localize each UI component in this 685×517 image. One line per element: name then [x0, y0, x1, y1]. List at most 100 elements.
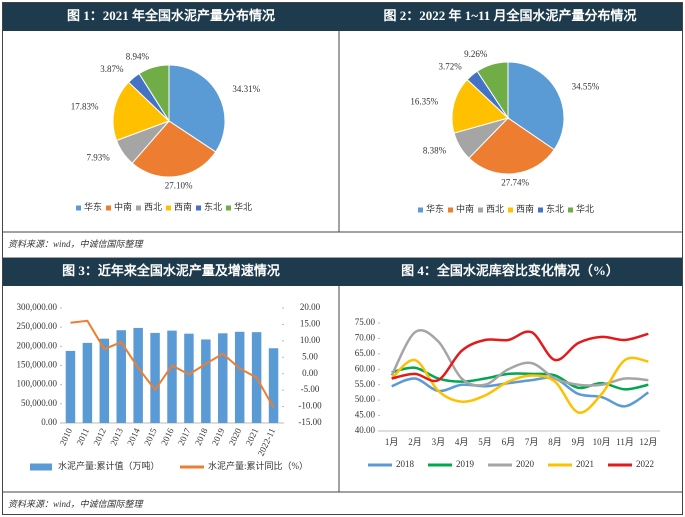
x-tick-label: 2017 [176, 426, 193, 447]
y-tick-label: 0.00 [41, 417, 57, 427]
header-bar [339, 3, 682, 31]
data-label: 8.38% [423, 146, 447, 156]
legend-label: 水泥产量:累计同比（%） [208, 460, 308, 471]
x-tick-label: 7月 [525, 437, 539, 447]
pie-slice [451, 78, 509, 134]
data-label: 16.35% [410, 96, 438, 106]
legend-swatch [196, 205, 201, 211]
y-tick-label: 250,000.00 [17, 321, 58, 331]
y2-tick-label: 10.00 [300, 335, 321, 345]
legend-label: 西南 [174, 201, 192, 212]
y-tick-label: 40.00 [355, 425, 376, 435]
x-tick-label: 11月 [616, 437, 634, 447]
x-tick-label: 8月 [548, 437, 562, 447]
x-tick-label: 2010 [57, 426, 74, 447]
legend-swatch [136, 205, 141, 211]
y-tick-label: 55.00 [355, 379, 376, 389]
x-tick-label: 2月 [408, 437, 422, 447]
x-tick-label: 9月 [572, 437, 586, 447]
legend-label: 东北 [546, 203, 564, 214]
y-tick-label: 50,000.00 [21, 398, 58, 408]
line-series [390, 328, 649, 387]
y-tick-label: 45.00 [355, 410, 376, 420]
legend-label: 中南 [114, 201, 132, 212]
data-label: 17.83% [71, 102, 99, 112]
x-tick-label: 2014 [125, 426, 142, 447]
legend-label: 2020 [516, 459, 535, 469]
source-note: 资料来源：wind，中诚信国际整理 [8, 499, 145, 509]
x-tick-label: 2011 [75, 426, 92, 446]
x-tick-label: 10月 [593, 437, 611, 447]
legend-swatch [418, 207, 423, 213]
bar [218, 333, 228, 423]
bar [99, 338, 110, 423]
legend-swatch [226, 205, 231, 211]
legend-label: 中南 [456, 203, 474, 214]
data-label: 9.26% [464, 49, 488, 59]
x-tick-label: 2020 [227, 426, 244, 447]
legend-label: 西北 [486, 204, 504, 214]
legend-swatch [478, 207, 483, 213]
y2-tick-label: -10.00 [298, 401, 322, 411]
pie-slice [468, 117, 555, 175]
x-tick-label: 5月 [478, 437, 492, 447]
x-tick-label: 6月 [502, 437, 516, 447]
y-tick-label: 70.00 [355, 332, 376, 342]
x-tick-label: 2019 [210, 426, 227, 447]
pie-slice [112, 81, 170, 142]
y2-tick-label: 20.00 [300, 302, 321, 312]
bar [268, 348, 279, 423]
bar [201, 339, 211, 423]
pie-slice [476, 61, 509, 120]
y-tick-label: 60.00 [355, 363, 376, 373]
y-tick-label: 75.00 [355, 317, 376, 327]
legend-label: 2019 [456, 459, 475, 469]
y2-tick-label: 0.00 [302, 368, 318, 378]
legend-swatch [508, 207, 513, 213]
bar [167, 330, 177, 423]
x-tick-label: 2018 [193, 426, 210, 447]
y-tick-label: 300,000.00 [17, 302, 58, 312]
legend-label: 2018 [396, 459, 415, 469]
bar [133, 327, 143, 423]
chart-title: 图 2：2022 年 1~11 月全国水泥产量分布情况 [383, 8, 636, 23]
bar [82, 342, 93, 423]
data-label: 3.87% [100, 64, 124, 74]
chart-title: 图 1：2021 年全国水泥产量分布情况 [67, 8, 275, 23]
y2-tick-label: 15.00 [300, 318, 321, 328]
chart-title: 图 3：近年来全国水泥产量及增速情况 [62, 263, 280, 278]
chart-title: 图 4：全国水泥库容比变化情况（%） [401, 263, 619, 278]
legend-swatch [166, 205, 171, 211]
y-tick-label: 150,000.00 [17, 360, 58, 370]
legend-label: 东北 [204, 201, 222, 212]
y2-tick-label: 5.00 [302, 351, 318, 361]
line-series [391, 330, 649, 383]
x-tick-label: 2013 [108, 426, 125, 447]
legend-label: 2021 [576, 459, 594, 469]
data-label: 8.94% [126, 52, 150, 62]
data-label: 34.31% [232, 84, 260, 94]
data-label: 3.72% [438, 62, 462, 72]
legend-label: 2022 [636, 459, 654, 469]
pie-slice [131, 120, 217, 178]
x-tick-label: 1月 [385, 437, 399, 447]
line-series [390, 356, 649, 414]
source-note: 资料来源：wind，中诚信国际整理 [8, 239, 145, 249]
data-label: 27.10% [165, 180, 193, 190]
x-tick-label: 2015 [142, 426, 159, 447]
pie-slice [138, 64, 170, 123]
legend-swatch [448, 207, 453, 213]
legend-swatch [30, 463, 52, 471]
header-bar [3, 3, 339, 31]
data-label: 27.74% [501, 178, 529, 188]
x-tick-label: 3月 [432, 437, 446, 447]
bar [234, 331, 245, 423]
line-series [70, 319, 275, 409]
pie-slice [507, 61, 565, 151]
x-tick-label: 4月 [455, 437, 469, 447]
header-bar [339, 258, 682, 286]
y-tick-label: 65.00 [355, 348, 376, 358]
x-tick-label: 2012 [91, 426, 108, 447]
